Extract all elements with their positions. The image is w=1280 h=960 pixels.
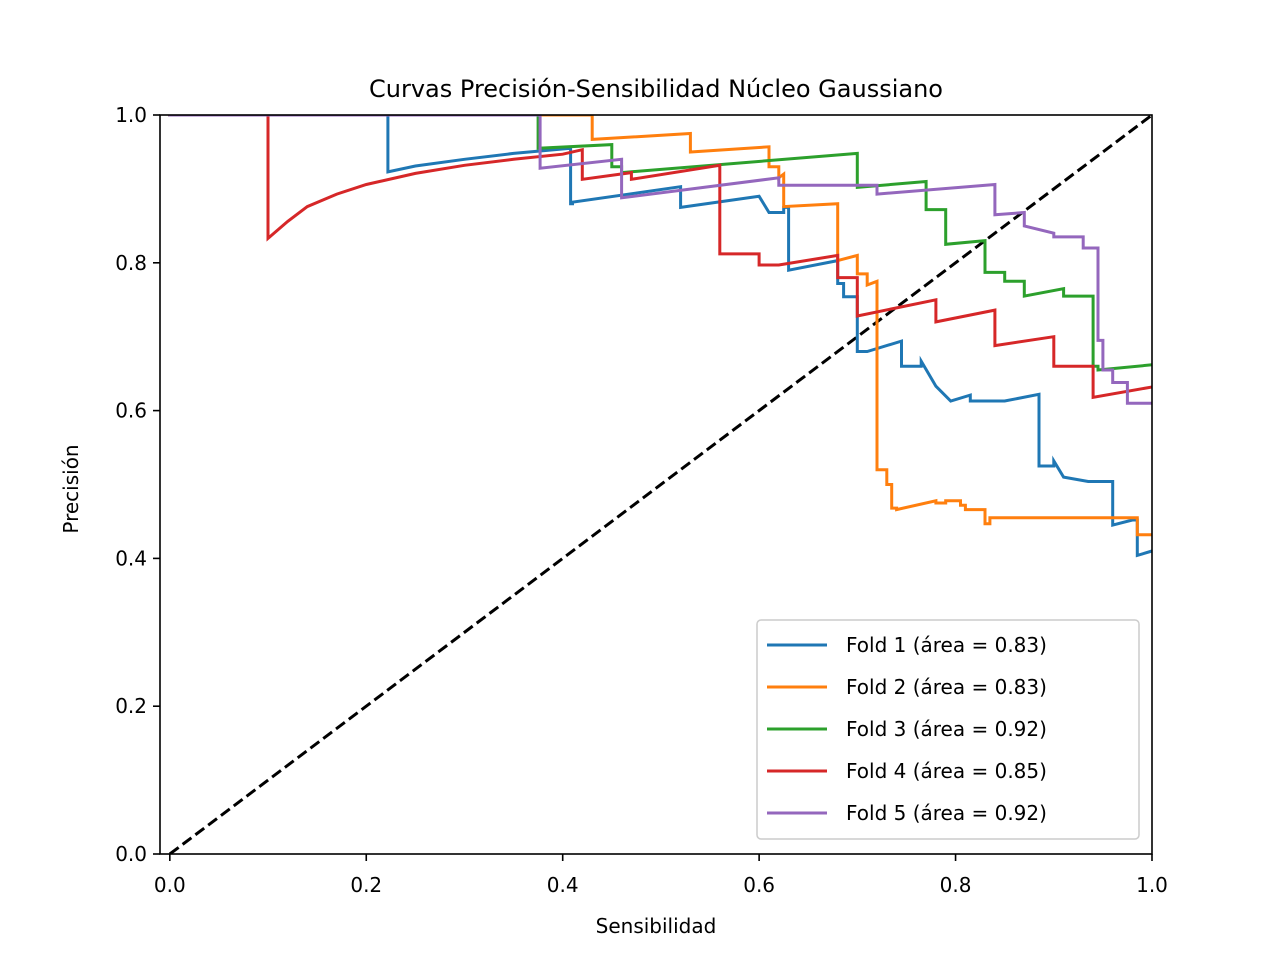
axes: 0.0 0.2 0.4 0.6 0.8 1.0 0.0 0.2 0.4 0.6 0.8 1.0: [115, 103, 1168, 897]
series-line-fold-1: [168, 115, 1152, 558]
reference-diagonal-line: [168, 115, 1152, 854]
legend-label-fold-3: Fold 3 (área = 0.92): [846, 717, 1047, 741]
x-tick-label: 0.2: [350, 873, 382, 897]
y-tick-label: 0.0: [115, 842, 147, 866]
y-tick-label: 0.8: [115, 251, 147, 275]
chart-title: Curvas Precisión-Sensibilidad Núcleo Gau…: [369, 75, 943, 103]
plot-area: [168, 115, 1152, 854]
series-line-fold-5: [168, 115, 1152, 405]
x-tick-label: 0.8: [940, 873, 972, 897]
x-tick-label: 0.0: [154, 873, 186, 897]
y-tick-label: 0.2: [115, 694, 147, 718]
legend-label-fold-5: Fold 5 (área = 0.92): [846, 801, 1047, 825]
series-line-fold-3: [168, 115, 1152, 372]
x-axis-label: Sensibilidad: [596, 914, 717, 938]
legend-label-fold-2: Fold 2 (área = 0.83): [846, 675, 1047, 699]
y-tick-label: 0.6: [115, 399, 147, 423]
axes-frame: [159, 114, 1153, 855]
x-tick-label: 0.6: [743, 873, 775, 897]
legend-box: [756, 619, 1140, 840]
series-line-fold-4: [168, 115, 1152, 400]
x-tick-label: 0.4: [547, 873, 579, 897]
y-tick-label: 0.4: [115, 546, 147, 570]
y-axis-label: Precisión: [59, 444, 83, 533]
y-tick-label: 1.0: [115, 103, 147, 127]
series-line-fold-2: [168, 115, 1152, 537]
legend-label-fold-4: Fold 4 (área = 0.85): [846, 759, 1047, 783]
x-tick-label: 1.0: [1136, 873, 1168, 897]
legend-label-fold-1: Fold 1 (área = 0.83): [846, 633, 1047, 657]
legend: Fold 1 (área = 0.83) Fold 2 (área = 0.83)…: [756, 619, 1140, 840]
